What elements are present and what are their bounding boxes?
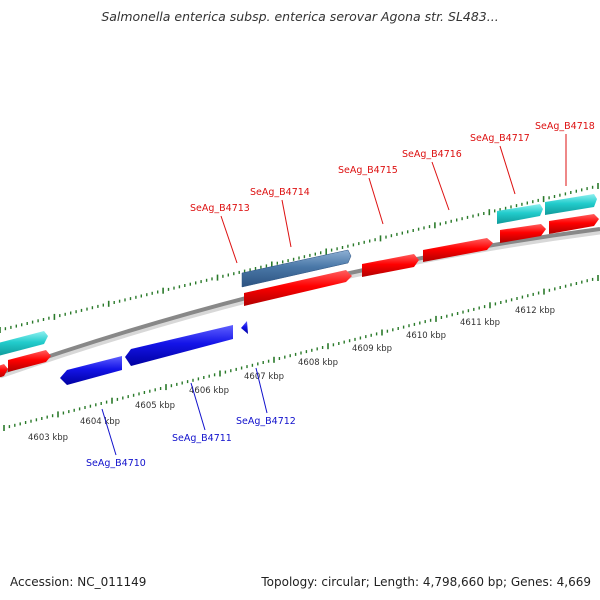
cds-arrow-left-edge-b[interactable] <box>8 350 51 372</box>
scale-label: 4603 kbp <box>28 433 68 443</box>
backbone <box>0 227 600 375</box>
leader-line <box>368 177 384 225</box>
forward-gene-track <box>0 194 597 356</box>
scale-labels: 4603 kbp 4604 kbp 4605 kbp 4606 kbp 4607… <box>28 306 555 443</box>
gene-label-seag-b4718[interactable]: SeAg_B4718 <box>535 121 595 132</box>
forward-labels: SeAg_B4713 SeAg_B4714 SeAg_B4715 SeAg_B4… <box>190 121 595 214</box>
leader-line <box>499 145 516 195</box>
cds-arrow-seag-b4718[interactable] <box>549 214 599 234</box>
leader-line <box>190 382 206 431</box>
scale-label: 4607 kbp <box>244 372 284 382</box>
cds-arrow-seag-b4711[interactable] <box>125 325 233 366</box>
gene-label-seag-b4716[interactable]: SeAg_B4716 <box>402 149 462 160</box>
cds-arrow-seag-b4712[interactable] <box>241 321 248 334</box>
leader-line <box>431 161 450 211</box>
scale-label: 4604 kbp <box>80 417 120 427</box>
backbone-group <box>0 227 600 379</box>
cds-arrow-seag-b4714[interactable] <box>244 270 352 306</box>
gene-label-seag-b4711[interactable]: SeAg_B4711 <box>172 433 232 444</box>
gene-arrow-left-edge[interactable] <box>0 331 48 356</box>
scale-label: 4605 kbp <box>135 401 175 411</box>
cds-arrow-left-edge-a[interactable] <box>0 364 8 378</box>
leader-line <box>220 215 238 264</box>
gene-label-seag-b4717[interactable]: SeAg_B4717 <box>470 133 530 144</box>
accession-text: Accession: NC_011149 <box>10 575 147 589</box>
gene-arrow-seag-b4718[interactable] <box>545 194 597 215</box>
cds-arrow-seag-b4717[interactable] <box>500 224 546 243</box>
scale-label: 4611 kbp <box>460 318 500 328</box>
gene-arrow-seag-b4713[interactable] <box>241 249 352 288</box>
gene-label-seag-b4712[interactable]: SeAg_B4712 <box>236 416 296 427</box>
leader-line <box>255 367 268 414</box>
reverse-cds-track <box>60 321 248 385</box>
forward-leader-lines <box>220 134 567 264</box>
forward-cds-track <box>0 214 599 378</box>
gene-label-seag-b4714[interactable]: SeAg_B4714 <box>250 187 310 198</box>
scale-label: 4609 kbp <box>352 344 392 354</box>
backbone-shadow <box>0 227 600 379</box>
cds-arrow-seag-b4716[interactable] <box>423 238 493 262</box>
scale-label: 4612 kbp <box>515 306 555 316</box>
leader-line <box>101 408 117 456</box>
gene-label-seag-b4715[interactable]: SeAg_B4715 <box>338 165 398 176</box>
reverse-labels: SeAg_B4710 SeAg_B4711 SeAg_B4712 <box>86 416 296 469</box>
topology-text: Topology: circular; Length: 4,798,660 bp… <box>261 575 591 589</box>
scale-label: 4606 kbp <box>189 386 229 396</box>
cds-arrow-seag-b4710[interactable] <box>60 356 122 385</box>
scale-label: 4608 kbp <box>298 358 338 368</box>
map-title: Salmonella enterica subsp. enterica sero… <box>101 9 499 24</box>
leader-line <box>281 199 292 248</box>
scale-label: 4610 kbp <box>406 331 446 341</box>
reverse-leader-lines <box>101 367 268 456</box>
tick-marks <box>0 183 599 431</box>
gene-arrow-seag-b4717[interactable] <box>497 204 543 224</box>
gene-label-seag-b4710[interactable]: SeAg_B4710 <box>86 458 146 469</box>
cds-arrow-seag-b4715[interactable] <box>362 254 419 277</box>
gene-label-seag-b4713[interactable]: SeAg_B4713 <box>190 203 250 214</box>
